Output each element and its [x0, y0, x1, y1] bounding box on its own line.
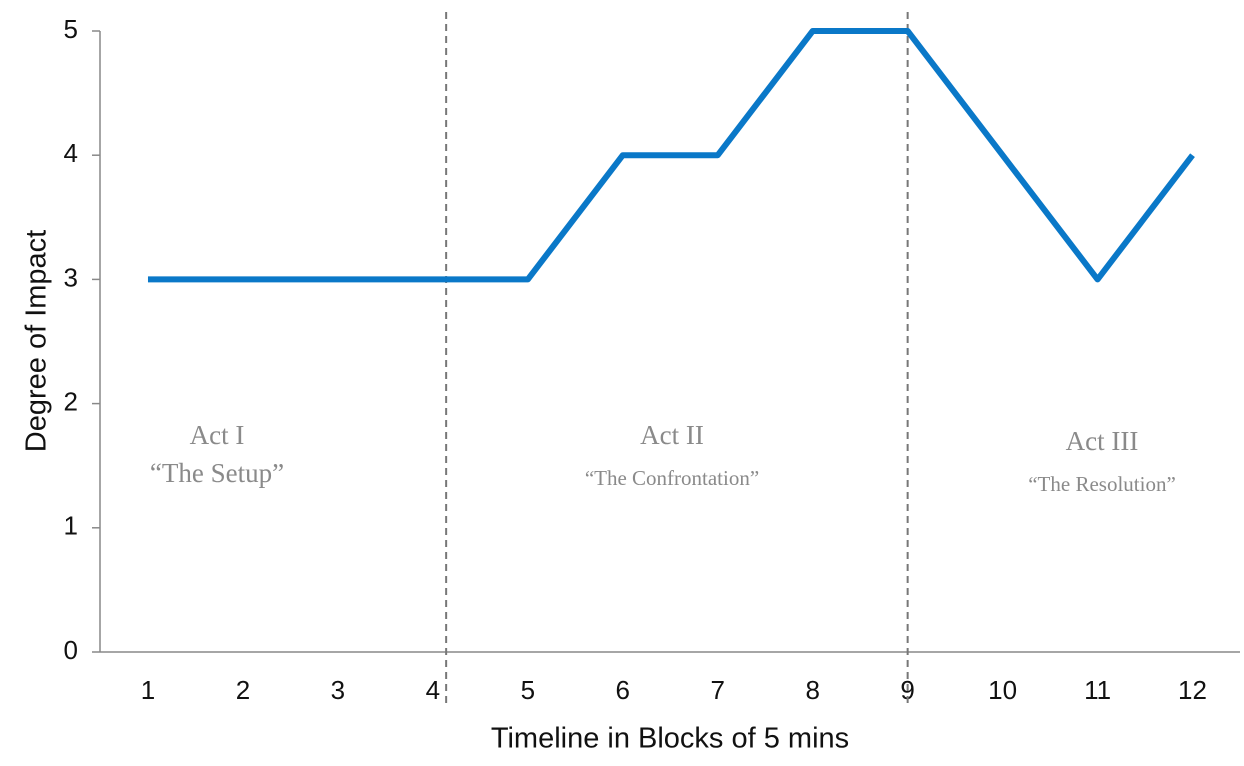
y-tick-label: 2 — [64, 386, 78, 416]
act-title: Act I — [190, 420, 245, 450]
y-tick-label: 3 — [64, 262, 78, 292]
x-tick-label: 5 — [521, 675, 535, 705]
y-axis-title: Degree of Impact — [21, 230, 53, 452]
x-tick-label: 12 — [1178, 675, 1207, 705]
data-line — [147, 28, 1195, 283]
y-tick-label: 0 — [64, 635, 78, 665]
x-tick-label: 2 — [236, 675, 250, 705]
y-tick-label: 5 — [64, 14, 78, 44]
act-subtitle: “The Resolution” — [1028, 472, 1176, 496]
y-tick-label: 1 — [64, 511, 78, 541]
x-tick-label: 8 — [805, 675, 819, 705]
x-tick-label: 1 — [141, 675, 155, 705]
x-tick-label: 6 — [616, 675, 630, 705]
act-title: Act II — [640, 420, 704, 450]
x-tick-label: 7 — [710, 675, 724, 705]
x-tick-label: 3 — [331, 675, 345, 705]
act-subtitle: “The Setup” — [150, 458, 284, 488]
x-axis-title: Timeline in Blocks of 5 mins — [491, 723, 849, 755]
x-tick-label: 10 — [988, 675, 1017, 705]
x-tick-label: 4 — [426, 675, 440, 705]
x-tick-label: 11 — [1084, 675, 1111, 705]
act-title: Act III — [1066, 426, 1139, 456]
act-subtitle: “The Confrontation” — [585, 466, 759, 490]
y-tick-label: 4 — [64, 138, 78, 168]
